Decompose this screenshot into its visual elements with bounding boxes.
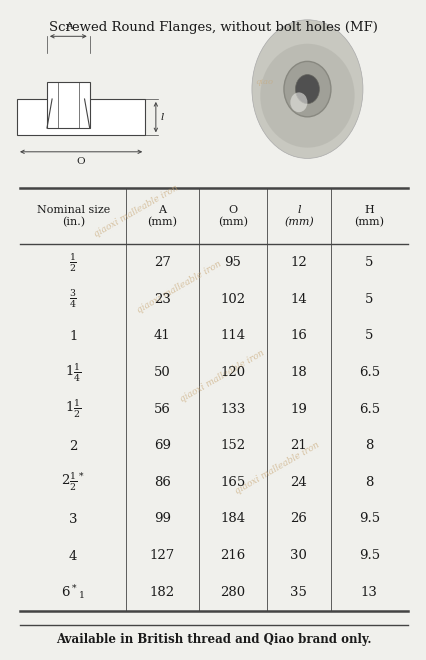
Text: 8: 8 <box>364 476 373 489</box>
Text: 16: 16 <box>290 329 307 343</box>
Text: 133: 133 <box>219 403 245 416</box>
Text: 8: 8 <box>364 440 373 452</box>
Text: 114: 114 <box>220 329 245 343</box>
Text: $\mathregular{4}$: $\mathregular{4}$ <box>68 548 78 562</box>
Bar <box>47 82 89 128</box>
Text: A: A <box>64 22 72 31</box>
Text: $\mathregular{6^*{}_1}$: $\mathregular{6^*{}_1}$ <box>61 583 85 601</box>
Text: $\mathregular{3}$: $\mathregular{3}$ <box>68 512 78 526</box>
Text: 27: 27 <box>153 256 170 269</box>
Text: 5: 5 <box>364 293 373 306</box>
Bar <box>17 99 145 135</box>
Text: 99: 99 <box>153 512 170 525</box>
Text: 280: 280 <box>220 585 245 599</box>
Text: A
(mm): A (mm) <box>147 205 177 227</box>
Text: Screwed Round Flanges, without bolt holes (MF): Screwed Round Flanges, without bolt hole… <box>49 21 377 34</box>
Text: 5: 5 <box>364 329 373 343</box>
Text: $\mathregular{\frac{1}{2}}$: $\mathregular{\frac{1}{2}}$ <box>69 251 77 274</box>
Text: 30: 30 <box>290 549 307 562</box>
Text: 9.5: 9.5 <box>358 549 379 562</box>
Text: 13: 13 <box>360 585 377 599</box>
Text: 21: 21 <box>290 440 307 452</box>
Text: $\mathregular{1\frac{1}{4}}$: $\mathregular{1\frac{1}{4}}$ <box>65 362 81 383</box>
Text: 165: 165 <box>219 476 245 489</box>
Text: 26: 26 <box>290 512 307 525</box>
Text: qiaoxi malleable iron: qiaoxi malleable iron <box>233 441 320 496</box>
Text: l
(mm): l (mm) <box>283 205 313 227</box>
Text: $\mathregular{1\frac{1}{2}}$: $\mathregular{1\frac{1}{2}}$ <box>65 398 81 420</box>
Text: 95: 95 <box>224 256 241 269</box>
Text: $\mathregular{1}$: $\mathregular{1}$ <box>69 329 77 343</box>
Text: 35: 35 <box>290 585 307 599</box>
Text: qiaoxi malleable iron: qiaoxi malleable iron <box>93 183 180 239</box>
Text: 120: 120 <box>220 366 245 379</box>
Text: 6.5: 6.5 <box>358 403 379 416</box>
Text: l: l <box>161 113 164 121</box>
Text: 19: 19 <box>290 403 307 416</box>
Ellipse shape <box>283 61 330 117</box>
Text: 12: 12 <box>290 256 307 269</box>
Text: 184: 184 <box>220 512 245 525</box>
Text: 216: 216 <box>219 549 245 562</box>
Ellipse shape <box>290 92 307 112</box>
Text: H
(mm): H (mm) <box>354 205 383 227</box>
Text: $\mathregular{\frac{3}{4}}$: $\mathregular{\frac{3}{4}}$ <box>69 288 77 310</box>
Text: Nominal size
(in.): Nominal size (in.) <box>37 205 109 227</box>
Text: 102: 102 <box>220 293 245 306</box>
Ellipse shape <box>295 75 319 104</box>
Text: O
(mm): O (mm) <box>217 205 247 227</box>
Text: O: O <box>77 157 85 166</box>
Text: 23: 23 <box>153 293 170 306</box>
Text: 6.5: 6.5 <box>358 366 379 379</box>
Text: 9.5: 9.5 <box>358 512 379 525</box>
Text: 18: 18 <box>290 366 307 379</box>
Text: Available in British thread and Qiao brand only.: Available in British thread and Qiao bra… <box>56 633 370 646</box>
Text: 50: 50 <box>153 366 170 379</box>
Ellipse shape <box>260 44 354 148</box>
Text: 41: 41 <box>153 329 170 343</box>
Text: 24: 24 <box>290 476 307 489</box>
Text: 56: 56 <box>153 403 170 416</box>
Text: 5: 5 <box>364 256 373 269</box>
Text: 127: 127 <box>149 549 175 562</box>
Text: $\mathregular{2}$: $\mathregular{2}$ <box>69 439 78 453</box>
Text: qiaoxi malleable iron: qiaoxi malleable iron <box>178 348 265 404</box>
Text: qiao: qiao <box>255 79 273 86</box>
Ellipse shape <box>251 20 362 158</box>
Text: qiaoxi malleable iron: qiaoxi malleable iron <box>135 259 222 315</box>
Text: 152: 152 <box>220 440 245 452</box>
Text: 69: 69 <box>153 440 170 452</box>
Text: 182: 182 <box>150 585 174 599</box>
Text: 14: 14 <box>290 293 307 306</box>
Text: 86: 86 <box>153 476 170 489</box>
Text: $\mathregular{2\frac{1}{2}^*}$: $\mathregular{2\frac{1}{2}^*}$ <box>61 471 85 494</box>
